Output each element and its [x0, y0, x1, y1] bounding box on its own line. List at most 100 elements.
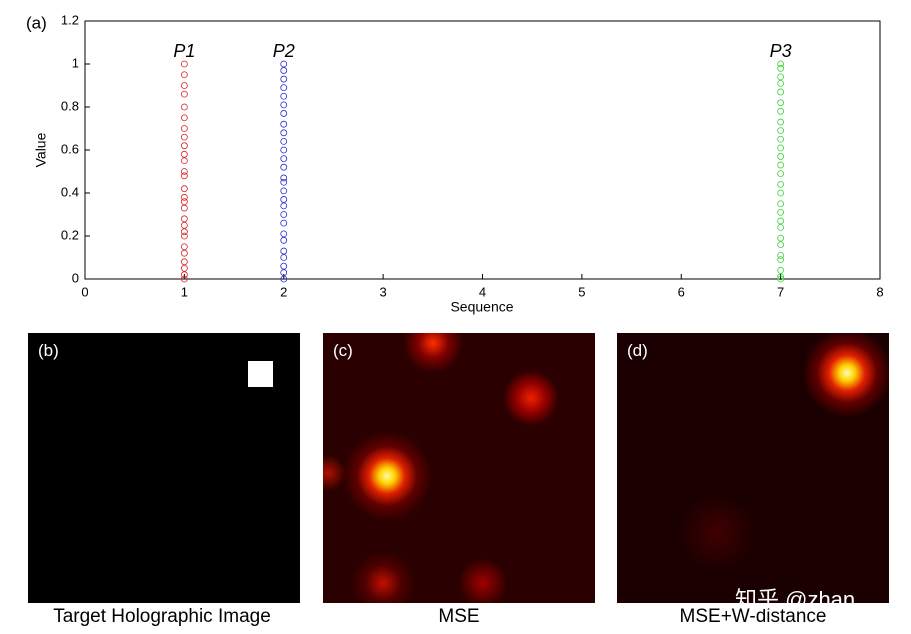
- panel-label: (d): [627, 341, 648, 360]
- point: [777, 60, 785, 68]
- series-label: P3: [770, 41, 792, 61]
- point: [777, 153, 785, 160]
- point: [180, 275, 188, 283]
- point: [777, 273, 785, 281]
- caption: MSE+W-distance: [679, 606, 827, 627]
- image-mse-w: (d): [617, 333, 889, 603]
- point: [777, 170, 785, 178]
- point: [180, 142, 188, 150]
- point: [280, 120, 288, 128]
- point: [280, 146, 288, 154]
- point: [777, 208, 785, 216]
- point: [280, 262, 288, 270]
- point: [280, 236, 288, 244]
- point: [180, 60, 188, 68]
- panel-label: (b): [38, 341, 59, 360]
- x-tick-label: 6: [678, 284, 685, 299]
- x-tick-label: 0: [81, 284, 88, 299]
- point: [280, 155, 288, 163]
- point: [180, 71, 188, 79]
- point: [180, 232, 188, 240]
- series-label: P1: [173, 41, 195, 61]
- point: [777, 118, 785, 126]
- point: [180, 90, 188, 98]
- point: [180, 103, 188, 111]
- point: [280, 254, 288, 261]
- point: [280, 84, 288, 92]
- point: [777, 241, 785, 249]
- x-tick-label: 8: [876, 284, 883, 299]
- plot-frame: [84, 20, 881, 280]
- point: [777, 200, 785, 208]
- point: [280, 129, 288, 137]
- point: [280, 101, 288, 109]
- point: [777, 256, 785, 264]
- point: [280, 219, 288, 227]
- point: [777, 135, 785, 143]
- panel-label: (c): [333, 341, 353, 360]
- point: [280, 178, 288, 186]
- panel-label: (a): [26, 13, 47, 32]
- watermark: 知乎 @zhan: [735, 587, 856, 612]
- y-tick-label: 0.4: [61, 184, 79, 199]
- point: [777, 161, 785, 169]
- point: [777, 251, 785, 259]
- y-tick-label: 1.2: [61, 12, 79, 27]
- x-tick-label: 3: [380, 284, 387, 299]
- point: [280, 269, 288, 276]
- point: [180, 150, 188, 158]
- x-axis-label: Sequence: [450, 299, 513, 315]
- target-square: [248, 361, 273, 387]
- x-tick-label: 2: [280, 284, 287, 299]
- point: [777, 73, 785, 81]
- point: [180, 215, 188, 223]
- point: [180, 198, 188, 206]
- y-axis-label: Value: [33, 132, 49, 167]
- image-target: (b): [28, 333, 300, 603]
- chart: (a) Sequence Value 0 0.2 0.4 0.6 0.8 1 1.2 0 1 2 3…: [26, 12, 884, 315]
- point: [777, 144, 785, 152]
- y-tick-label: 0: [72, 270, 79, 285]
- point: [280, 60, 288, 68]
- point: [180, 193, 188, 201]
- point: [180, 82, 188, 89]
- point: [180, 133, 188, 141]
- point: [280, 211, 288, 218]
- point: [777, 88, 785, 96]
- x-tick-label: 5: [578, 284, 585, 299]
- series-label: P2: [273, 41, 295, 61]
- point: [180, 168, 188, 175]
- point: [180, 243, 188, 251]
- image-mse: (c): [323, 333, 595, 603]
- point: [280, 230, 288, 238]
- point: [280, 67, 288, 74]
- x-tick-label: 7: [777, 284, 784, 299]
- y-tick-label: 0.8: [61, 98, 79, 113]
- point: [280, 275, 288, 283]
- point: [777, 234, 785, 242]
- point: [280, 163, 288, 171]
- point: [777, 99, 785, 107]
- point: [280, 196, 288, 203]
- point: [180, 157, 188, 165]
- point: [280, 174, 288, 182]
- point: [777, 189, 785, 197]
- point: [280, 247, 288, 255]
- point: [777, 127, 785, 135]
- point: [180, 249, 188, 257]
- caption: Target Holographic Image: [53, 606, 271, 627]
- point: [280, 75, 288, 83]
- point: [180, 228, 188, 236]
- point: [180, 271, 188, 279]
- point: [180, 258, 188, 266]
- y-tick-label: 0.2: [61, 227, 79, 242]
- point: [777, 275, 785, 283]
- point: [777, 107, 785, 115]
- point: [777, 217, 785, 225]
- point: [180, 185, 188, 193]
- point: [180, 264, 188, 272]
- caption: MSE: [438, 606, 480, 627]
- x-tick-label: 4: [479, 284, 486, 299]
- point: [180, 204, 188, 212]
- point: [777, 64, 785, 72]
